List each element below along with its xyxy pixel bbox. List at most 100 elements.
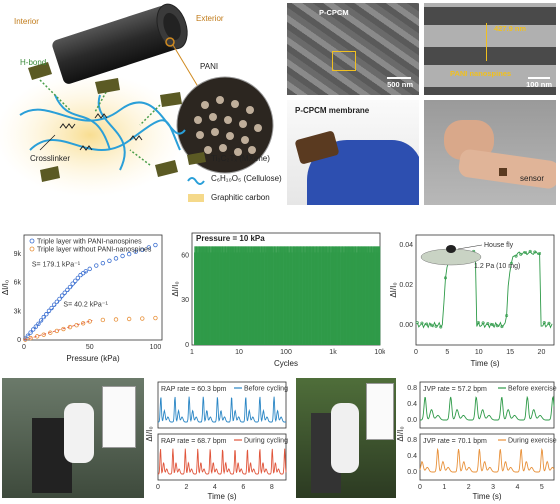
y-tick-label: 0.0	[407, 469, 417, 476]
y-tick-label: 0.4	[407, 453, 417, 460]
sem-right-scalebar	[528, 77, 550, 79]
y-axis-label: ΔI/I₀	[1, 280, 10, 295]
cycling-person-photo	[2, 378, 144, 498]
y-tick-label: 0.4	[407, 401, 417, 408]
sem-image-right: 427.9 nm PANI nanospines 100 nm	[424, 3, 556, 95]
data-point	[476, 321, 480, 325]
chart-title: Pressure = 10 kPa	[196, 234, 265, 243]
x-tick-label: 2	[467, 484, 471, 491]
plot-frame	[157, 433, 287, 481]
data-point	[73, 278, 78, 284]
sem-left-scalebar	[387, 77, 411, 79]
annotation-orange: S= 40.2 kPa⁻¹	[63, 302, 108, 309]
y-tick-label: 0	[17, 337, 21, 344]
x-tick-label: 1	[190, 349, 194, 356]
legend-label: Before cycling	[244, 386, 288, 393]
x-tick-label: 8	[270, 484, 274, 491]
rate-label: RAP rate = 60.3 bpm	[161, 386, 227, 393]
fiber-tube	[52, 3, 188, 84]
x-tick-label: 0	[22, 344, 26, 351]
y-tick-label: 30	[181, 297, 189, 304]
y-tick-label: 0	[185, 342, 189, 349]
data-point	[519, 252, 523, 256]
cycling-stability-chart: 1 10 100 1k 10k 0 30 60 Cycles ΔI/I₀ Pressure = 10…	[171, 232, 385, 368]
interior-label: Interior	[14, 17, 39, 26]
y-axis-label: ΔI/I₀	[396, 426, 405, 441]
legend-label: During cycling	[244, 438, 288, 445]
y-axis-label: ΔI/I₀	[171, 281, 180, 296]
data-point	[505, 314, 509, 318]
crosslinker-label: Crosslinker	[30, 154, 71, 163]
x-tick-label: 3	[491, 484, 495, 491]
x-tick-label: 5	[445, 349, 449, 356]
x-axis-label: Time (s)	[472, 492, 501, 501]
mxene-flake-icon	[187, 152, 206, 165]
data-point	[100, 260, 106, 266]
data-point	[38, 318, 44, 323]
sem-width-label: 427.9 nm	[494, 24, 527, 33]
data-point	[514, 254, 518, 258]
sensor-photo: sensor	[424, 100, 556, 205]
data-point	[133, 249, 138, 254]
sem-right-scale: 100 nm	[526, 80, 552, 89]
legend-marker	[29, 238, 35, 244]
data-point	[140, 316, 145, 321]
data-point	[126, 316, 132, 322]
x-axis-label: Cycles	[274, 359, 298, 368]
data-point	[443, 276, 447, 280]
rate-label: JVP rate = 57.2 bpm	[423, 386, 487, 393]
data-point	[509, 261, 513, 265]
data-point	[547, 321, 551, 325]
x-tick-label: 10k	[374, 349, 385, 356]
x-axis-label: Time (s)	[470, 359, 499, 368]
x-tick-label: 5	[540, 484, 544, 491]
data-point	[80, 321, 86, 326]
data-point	[500, 325, 504, 329]
y-tick-label: 0.00	[399, 322, 413, 329]
sem-zoom-box	[332, 51, 356, 71]
x-tick-label: 4	[516, 484, 520, 491]
membrane-photo: P-CPCM membrane	[287, 100, 419, 205]
fit-line-orange	[23, 320, 93, 341]
pressure-sensitivity-chart: 0 50 100 0 3k 6k 9k Pressure (kPa) ΔI/I₀ Triple l…	[1, 234, 163, 363]
data-point	[33, 324, 39, 329]
data-point	[542, 321, 546, 325]
legend-label: House fly	[484, 242, 514, 249]
x-tick-label: 100	[280, 349, 292, 356]
data-point	[420, 321, 424, 325]
elliptical-person-photo	[296, 378, 396, 498]
fit-line-blue	[23, 270, 88, 341]
legend-cellulose: C₆H₁₀O₅ (Cellulose)	[211, 174, 282, 183]
legend-label: During exercise	[508, 438, 557, 445]
sem-left-title: P-CPCM	[319, 8, 349, 17]
data-point	[481, 321, 485, 325]
data-point	[434, 324, 438, 328]
data-point	[425, 322, 429, 326]
legend-label: Triple layer with PANI-nanospines	[37, 239, 142, 246]
graphitic-carbon-icon	[188, 194, 204, 202]
y-tick-label: 9k	[14, 251, 22, 258]
y-tick-label: 0.8	[407, 385, 417, 392]
x-tick-label: 4	[213, 484, 217, 491]
cellulose-fibers	[19, 94, 186, 171]
x-axis-label: Pressure (kPa)	[66, 354, 120, 363]
data-point	[126, 251, 132, 257]
pulse-line	[419, 447, 555, 473]
y-tick-label: 0.0	[407, 417, 417, 424]
pani-pattern	[194, 96, 262, 156]
rate-label: RAP rate = 68.7 bpm	[161, 438, 227, 445]
x-tick-label: 0	[156, 484, 160, 491]
y-tick-label: 60	[181, 252, 189, 259]
hbond-label: H-bond	[20, 58, 47, 67]
data-point	[25, 333, 31, 338]
phone-display-2	[366, 383, 394, 440]
data-point	[41, 314, 46, 320]
legend-label: Before exercise	[508, 386, 557, 393]
plot-frame	[415, 234, 555, 346]
width-marker	[486, 23, 487, 61]
data-point	[523, 250, 527, 254]
fly-icon	[446, 245, 456, 253]
cellulose-fiber-icon	[187, 177, 205, 185]
data-point	[94, 263, 99, 268]
person	[64, 403, 94, 463]
